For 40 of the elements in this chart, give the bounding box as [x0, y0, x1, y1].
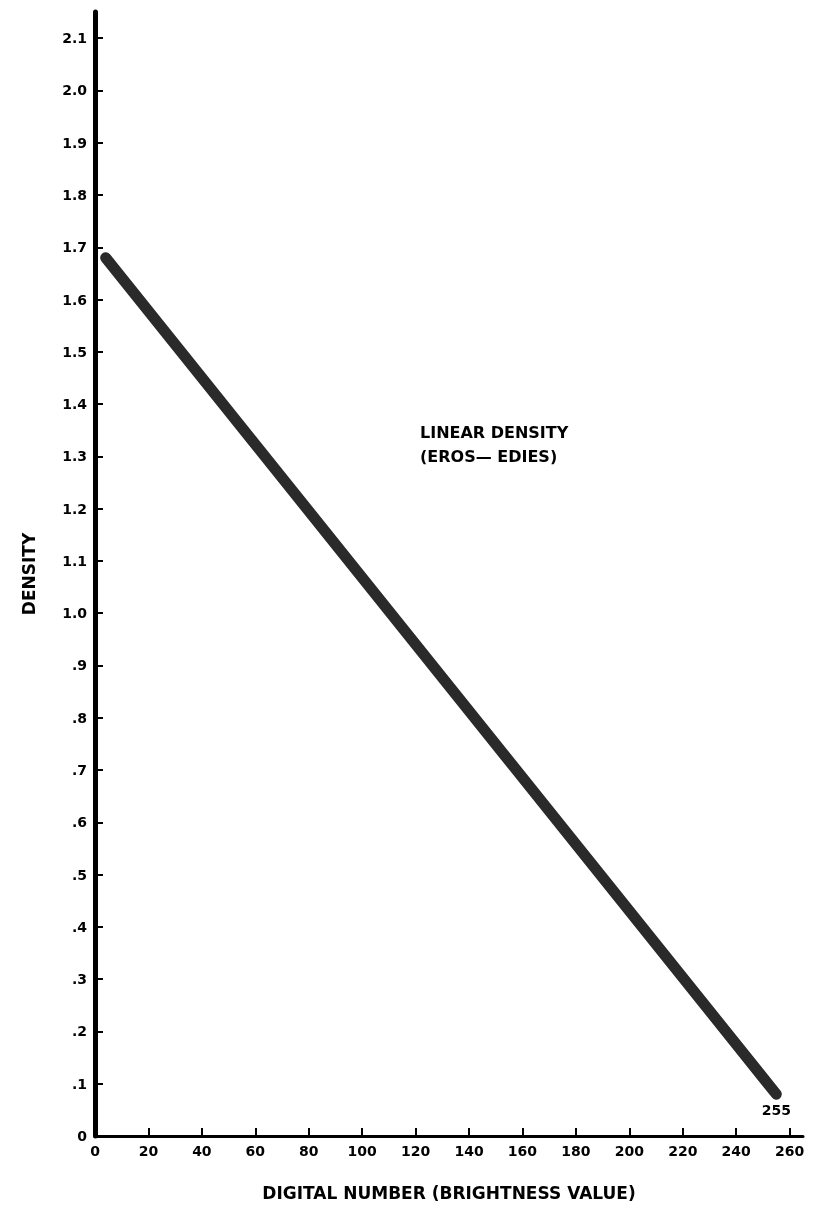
- y-tick-label: 1.7: [62, 239, 87, 256]
- annotation: 255: [761, 1101, 791, 1118]
- y-tick-label: 1.0: [62, 605, 88, 622]
- y-tick-label: .5: [71, 866, 87, 883]
- x-tick-label: 140: [454, 1143, 484, 1159]
- x-tick-label: 100: [347, 1143, 378, 1159]
- y-tick-label: 1.8: [62, 186, 87, 203]
- y-tick-label: .2: [71, 1023, 87, 1040]
- y-tick-label: .3: [71, 971, 87, 988]
- y-tick-label: 1.2: [62, 500, 87, 517]
- y-tick-label: 1.9: [62, 134, 87, 151]
- x-tick-label: 60: [245, 1143, 266, 1159]
- y-tick-label: .7: [71, 762, 87, 779]
- y-tick-label: 2.0: [62, 82, 88, 99]
- x-tick-label: 180: [561, 1143, 591, 1159]
- x-tick-label: 120: [400, 1143, 431, 1159]
- x-tick-label: 200: [614, 1143, 645, 1159]
- x-tick-label: 240: [721, 1143, 752, 1159]
- y-tick-label: 1.5: [62, 343, 87, 360]
- x-tick-label: 0: [90, 1143, 101, 1159]
- y-tick-label: .1: [71, 1075, 87, 1092]
- x-axis-title: DIGITAL NUMBER (BRIGHTNESS VALUE): [262, 1182, 636, 1203]
- x-tick-label: 160: [507, 1143, 538, 1159]
- y-axis-title: DENSITY: [18, 532, 39, 616]
- y-tick-label: 1.4: [62, 396, 88, 413]
- y-tick-label: 2.1: [62, 30, 87, 47]
- x-tick-label: 20: [138, 1143, 159, 1159]
- y-tick-label: 0: [77, 1128, 88, 1144]
- y-tick-label: .9: [71, 657, 87, 674]
- x-tick-label: 260: [775, 1143, 805, 1159]
- annotation: LINEAR DENSITY (EROS— EDIES): [420, 422, 569, 466]
- x-tick-label: 80: [298, 1143, 319, 1159]
- y-tick-label: 1.3: [62, 448, 87, 465]
- y-tick-label: 1.1: [62, 552, 87, 569]
- y-tick-label: .6: [71, 814, 87, 831]
- x-tick-label: 220: [668, 1143, 698, 1159]
- y-tick-label: .8: [71, 709, 87, 726]
- y-tick-label: .4: [71, 918, 88, 935]
- x-tick-label: 40: [192, 1143, 212, 1159]
- y-tick-label: 1.6: [62, 291, 87, 308]
